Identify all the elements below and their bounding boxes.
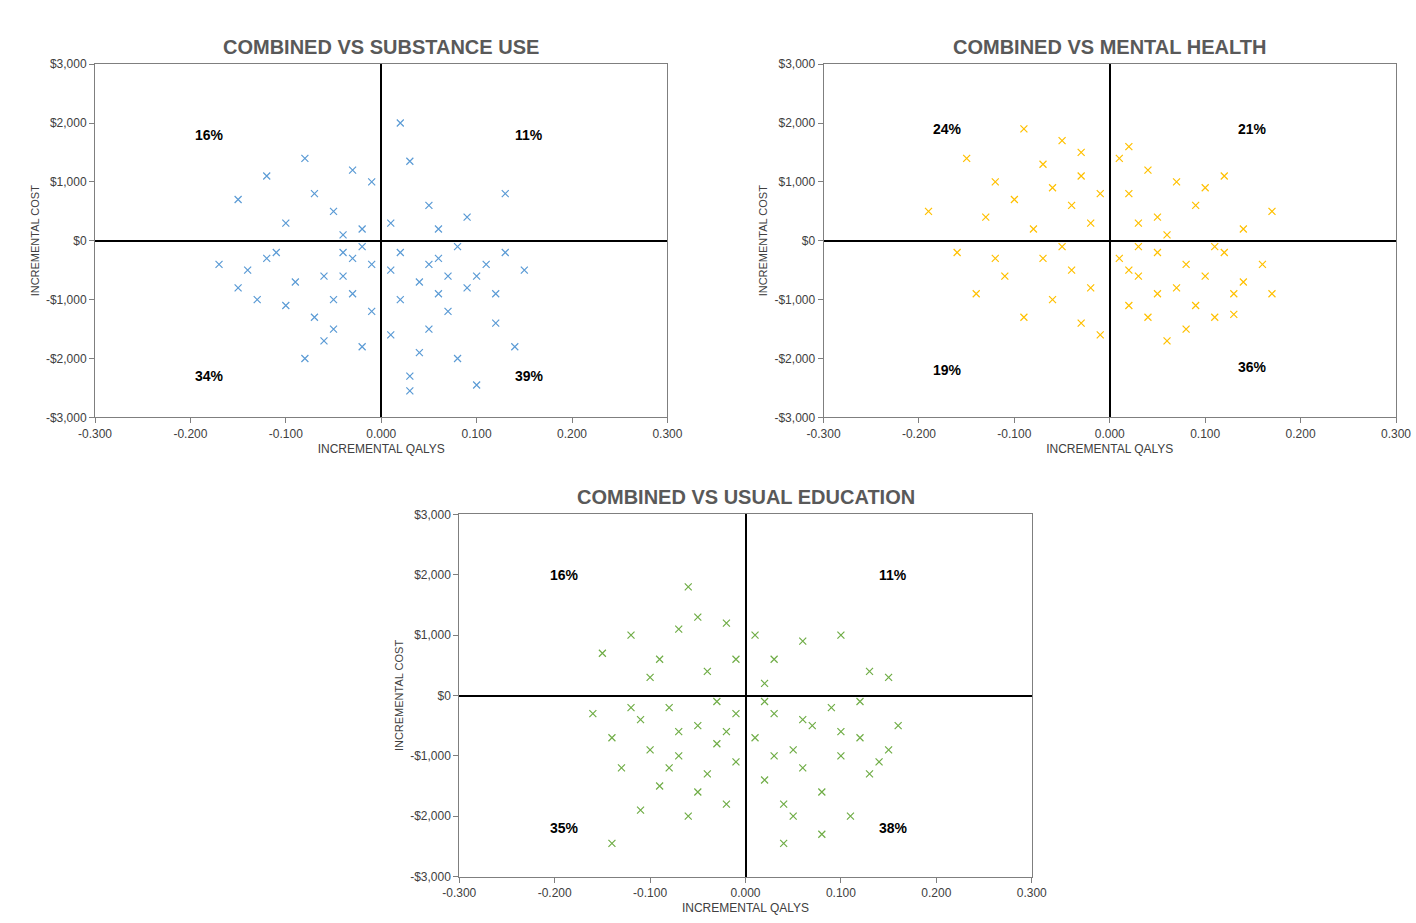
svg-text:16%: 16% bbox=[195, 127, 224, 143]
svg-text:16%: 16% bbox=[550, 567, 579, 583]
svg-text:0.100: 0.100 bbox=[826, 886, 856, 900]
svg-text:-0.200: -0.200 bbox=[538, 886, 572, 900]
svg-text:34%: 34% bbox=[195, 368, 224, 384]
svg-text:-0.300: -0.300 bbox=[807, 427, 841, 441]
svg-text:INCREMENTAL COST: INCREMENTAL COST bbox=[393, 640, 405, 752]
svg-text:$2,000: $2,000 bbox=[50, 116, 87, 130]
svg-text:0.300: 0.300 bbox=[1381, 427, 1411, 441]
svg-text:19%: 19% bbox=[933, 362, 962, 378]
svg-text:-$3,000: -$3,000 bbox=[46, 411, 87, 425]
svg-text:-0.200: -0.200 bbox=[902, 427, 936, 441]
svg-text:36%: 36% bbox=[1238, 359, 1267, 375]
svg-text:-0.300: -0.300 bbox=[78, 427, 112, 441]
svg-text:38%: 38% bbox=[879, 820, 908, 836]
svg-text:-$1,000: -$1,000 bbox=[410, 749, 451, 763]
svg-text:0.200: 0.200 bbox=[557, 427, 587, 441]
svg-text:$3,000: $3,000 bbox=[778, 57, 815, 71]
svg-text:COMBINED VS MENTAL HEALTH: COMBINED VS MENTAL HEALTH bbox=[953, 36, 1266, 58]
svg-text:-$2,000: -$2,000 bbox=[774, 352, 815, 366]
svg-text:35%: 35% bbox=[550, 820, 579, 836]
svg-text:-0.300: -0.300 bbox=[442, 886, 476, 900]
svg-text:$2,000: $2,000 bbox=[778, 116, 815, 130]
svg-text:24%: 24% bbox=[933, 121, 962, 137]
svg-text:$3,000: $3,000 bbox=[50, 57, 87, 71]
svg-text:INCREMENTAL COST: INCREMENTAL COST bbox=[29, 185, 41, 297]
svg-text:$1,000: $1,000 bbox=[414, 628, 451, 642]
svg-text:-$2,000: -$2,000 bbox=[46, 352, 87, 366]
svg-text:$0: $0 bbox=[73, 234, 87, 248]
svg-text:21%: 21% bbox=[1238, 121, 1267, 137]
svg-text:11%: 11% bbox=[879, 567, 907, 583]
svg-text:INCREMENTAL COST: INCREMENTAL COST bbox=[757, 185, 769, 297]
svg-text:$0: $0 bbox=[438, 689, 452, 703]
svg-text:-$3,000: -$3,000 bbox=[410, 870, 451, 884]
svg-text:0.200: 0.200 bbox=[921, 886, 951, 900]
svg-text:$3,000: $3,000 bbox=[414, 508, 451, 522]
svg-text:$2,000: $2,000 bbox=[414, 568, 451, 582]
svg-text:0.100: 0.100 bbox=[1190, 427, 1220, 441]
svg-text:COMBINED VS USUAL EDUCATION: COMBINED VS USUAL EDUCATION bbox=[577, 486, 915, 508]
svg-text:$1,000: $1,000 bbox=[778, 175, 815, 189]
svg-text:0.300: 0.300 bbox=[652, 427, 682, 441]
svg-text:$1,000: $1,000 bbox=[50, 175, 87, 189]
svg-text:INCREMENTAL QALYS: INCREMENTAL QALYS bbox=[318, 442, 445, 456]
svg-text:-$1,000: -$1,000 bbox=[774, 293, 815, 307]
svg-text:$0: $0 bbox=[802, 234, 816, 248]
svg-text:COMBINED VS SUBSTANCE USE: COMBINED VS SUBSTANCE USE bbox=[223, 36, 539, 58]
svg-text:-$3,000: -$3,000 bbox=[774, 411, 815, 425]
svg-text:0.000: 0.000 bbox=[1095, 427, 1125, 441]
svg-text:0.000: 0.000 bbox=[730, 886, 760, 900]
svg-text:INCREMENTAL QALYS: INCREMENTAL QALYS bbox=[1046, 442, 1173, 456]
svg-text:0.200: 0.200 bbox=[1286, 427, 1316, 441]
svg-text:-0.200: -0.200 bbox=[173, 427, 207, 441]
svg-text:0.000: 0.000 bbox=[366, 427, 396, 441]
svg-text:INCREMENTAL QALYS: INCREMENTAL QALYS bbox=[682, 901, 809, 915]
svg-text:11%: 11% bbox=[515, 127, 543, 143]
svg-text:39%: 39% bbox=[515, 368, 544, 384]
svg-text:-$2,000: -$2,000 bbox=[410, 809, 451, 823]
svg-text:0.100: 0.100 bbox=[462, 427, 492, 441]
svg-text:-0.100: -0.100 bbox=[269, 427, 303, 441]
svg-text:-0.100: -0.100 bbox=[997, 427, 1031, 441]
svg-text:-0.100: -0.100 bbox=[633, 886, 667, 900]
svg-text:0.300: 0.300 bbox=[1017, 886, 1047, 900]
svg-text:-$1,000: -$1,000 bbox=[46, 293, 87, 307]
